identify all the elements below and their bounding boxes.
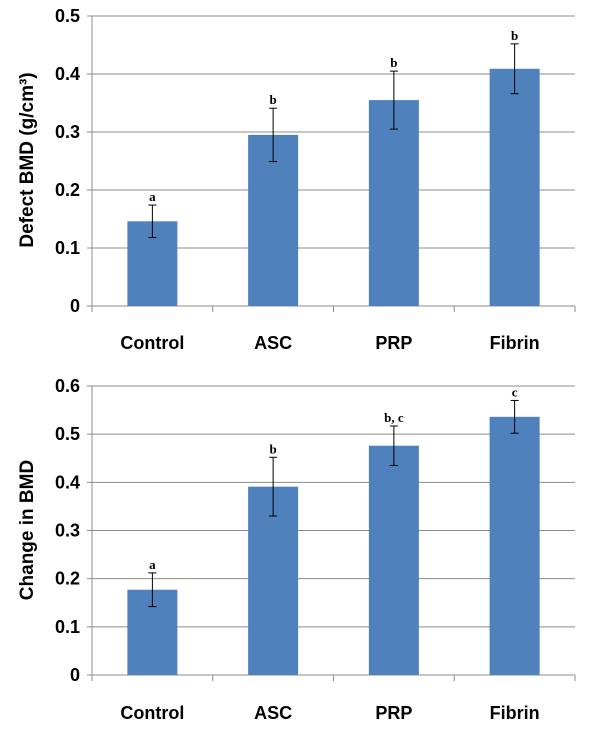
chart-panel-defect-bmd: Defect BMD (g/cm³) 0 0.1 0.2 0.3 0.4 0.5 a Cont… bbox=[17, 6, 576, 353]
significance-label: a bbox=[149, 189, 156, 204]
x-tick-label: Fibrin bbox=[490, 333, 540, 353]
y-tick-label: 0.6 bbox=[55, 376, 80, 396]
x-tick-label: Control bbox=[120, 333, 184, 353]
y-axis-label: Change in BMD bbox=[17, 460, 38, 600]
bar-asc bbox=[248, 486, 299, 675]
y-tick-label: 0 bbox=[70, 665, 80, 685]
y-tick-label: 0.5 bbox=[55, 6, 80, 26]
bar-fibrin bbox=[489, 68, 540, 306]
bar-asc bbox=[248, 134, 299, 306]
x-tick-label: Fibrin bbox=[490, 703, 540, 723]
y-tick-label: 0.2 bbox=[55, 180, 80, 200]
bar-fibrin bbox=[489, 416, 540, 675]
y-tick-label: 0.3 bbox=[55, 122, 80, 142]
significance-label: b bbox=[270, 92, 277, 107]
bar-prp bbox=[368, 100, 419, 306]
chart-panel-change-in-bmd: Change in BMD 0 0.1 0.2 0.3 0.4 0.5 0.6 a Contro… bbox=[17, 376, 576, 723]
bar-prp bbox=[368, 445, 419, 675]
x-tick-label: ASC bbox=[254, 703, 292, 723]
significance-label: b, c bbox=[384, 410, 404, 425]
y-tick-label: 0 bbox=[70, 296, 80, 316]
significance-label: a bbox=[149, 557, 156, 572]
y-tick-label: 0.3 bbox=[55, 521, 80, 541]
y-tick-label: 0.1 bbox=[55, 617, 80, 637]
x-tick-label: PRP bbox=[375, 333, 412, 353]
significance-label: b bbox=[270, 441, 277, 456]
y-tick-label: 0.1 bbox=[55, 238, 80, 258]
significance-label: b bbox=[390, 55, 397, 70]
x-tick-label: PRP bbox=[375, 703, 412, 723]
x-tick-label: Control bbox=[120, 703, 184, 723]
y-tick-label: 0.4 bbox=[55, 64, 80, 84]
y-tick-label: 0.5 bbox=[55, 424, 80, 444]
significance-label: b bbox=[511, 28, 518, 43]
y-tick-label: 0.2 bbox=[55, 569, 80, 589]
x-tick-label: ASC bbox=[254, 333, 292, 353]
y-tick-label: 0.4 bbox=[55, 472, 80, 492]
y-axis-label: Defect BMD (g/cm³) bbox=[17, 72, 38, 247]
significance-label: c bbox=[512, 384, 518, 399]
